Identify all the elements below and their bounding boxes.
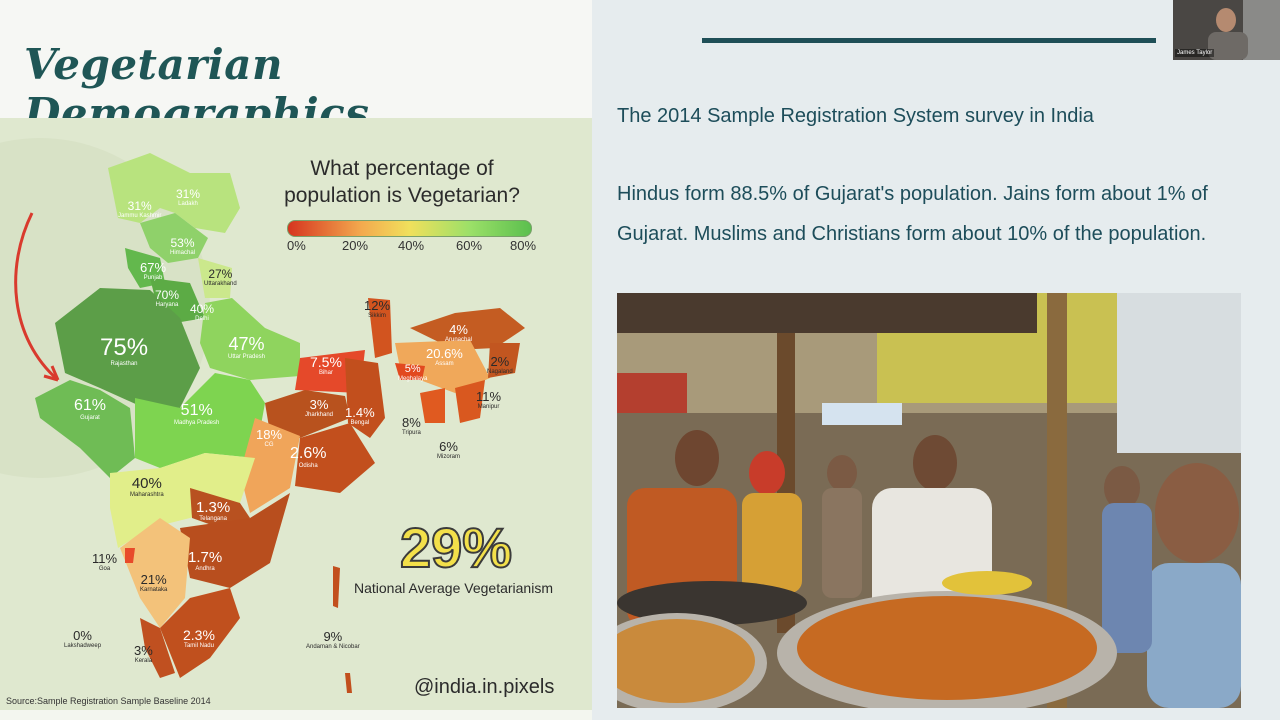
label-bihar: 7.5% Bihar bbox=[310, 354, 342, 376]
region-nagaland bbox=[488, 343, 520, 378]
label-lakshadweep: 0% Lakshadweep bbox=[64, 628, 102, 649]
region-chhattisgarh bbox=[240, 418, 300, 513]
header-rule bbox=[702, 38, 1156, 43]
region-tamil-nadu bbox=[160, 588, 240, 678]
participant-video-thumbnail[interactable]: James Taylor bbox=[1173, 0, 1280, 60]
region-manipur bbox=[455, 380, 485, 423]
label-delhi: 40% Delhi bbox=[190, 302, 215, 322]
label-himachal: 53% Himachal bbox=[170, 236, 196, 256]
label-karnataka: 21% Karnataka bbox=[140, 572, 168, 593]
region-telangana bbox=[190, 488, 250, 528]
region-arunachal bbox=[410, 308, 525, 350]
label-andhra: 1.7% Andhra bbox=[188, 549, 223, 572]
legend-tick: 40% bbox=[398, 238, 425, 253]
label-meghalaya: 5% Meghalaya bbox=[398, 363, 428, 383]
region-uttar-pradesh bbox=[200, 298, 300, 380]
notes-body: Hindus form 88.5% of Gujarat's populatio… bbox=[617, 183, 1208, 245]
region-jharkhand bbox=[265, 390, 350, 438]
label-kerala: 3% Kerala bbox=[134, 643, 153, 664]
national-average-value: 29% bbox=[399, 515, 513, 580]
photo-svg bbox=[617, 293, 1241, 708]
slide-left-panel: Vegetarian Demographics bbox=[0, 0, 592, 720]
label-jk: 31% Jammu Kashmir bbox=[118, 199, 162, 219]
map-svg bbox=[0, 138, 525, 693]
label-manipur: 11% Manipur bbox=[476, 389, 502, 410]
region-tripura-mizoram bbox=[420, 388, 445, 423]
region-andaman bbox=[333, 566, 352, 693]
label-bengal: 1.4% Bengal bbox=[345, 405, 375, 426]
legend-gradient-bar bbox=[287, 220, 532, 237]
label-gujarat: 61% Gujarat bbox=[74, 397, 107, 422]
region-maharashtra bbox=[110, 453, 255, 548]
region-assam bbox=[395, 340, 490, 393]
label-arunachal: 4% Arunachal bbox=[445, 322, 473, 343]
label-tamil-nadu: 2.3% Tamil Nadu bbox=[183, 627, 215, 649]
legend-tick: 80% bbox=[510, 238, 537, 253]
legend-tick: 0% bbox=[287, 238, 306, 253]
label-punjab: 67% Punjab bbox=[140, 260, 167, 281]
legend-tick: 60% bbox=[456, 238, 483, 253]
label-telangana: 1.3% Telangana bbox=[196, 499, 231, 522]
region-andhra bbox=[180, 493, 290, 588]
region-rajasthan bbox=[55, 288, 200, 408]
source-note: Source:Sample Registration Sample Baseli… bbox=[6, 696, 211, 706]
legend-tick: 20% bbox=[342, 238, 369, 253]
india-map: 31% Jammu Kashmir 31% Ladakh 53% Himachal 6… bbox=[0, 118, 592, 710]
label-uttarakhand: 27% Uttarakhand bbox=[204, 267, 237, 287]
label-ladakh: 31% Ladakh bbox=[176, 187, 201, 207]
label-sikkim: 12% Sikkim bbox=[364, 298, 391, 319]
label-goa: 11% Goa bbox=[92, 551, 118, 572]
region-haryana-delhi bbox=[150, 278, 205, 323]
street-food-photo bbox=[617, 293, 1241, 708]
title-band bbox=[0, 0, 592, 118]
label-uttar-pradesh: 47% Uttar Pradesh bbox=[228, 334, 266, 360]
label-nagaland: 2% Nagaland bbox=[487, 354, 513, 375]
red-arrow-icon bbox=[14, 212, 59, 382]
label-mizoram: 6% Mizoram bbox=[437, 439, 461, 460]
legend-title: What percentage of population is Vegetar… bbox=[272, 155, 532, 209]
instagram-handle: @india.in.pixels bbox=[414, 676, 555, 698]
legend-title-line1: What percentage of bbox=[310, 157, 494, 180]
region-goa bbox=[125, 548, 135, 563]
region-gujarat bbox=[35, 380, 135, 478]
region-sikkim bbox=[368, 298, 392, 358]
label-andaman: 9% Andaman & Nicobar bbox=[306, 629, 360, 650]
label-rajasthan: 75% Rajasthan bbox=[100, 334, 149, 368]
arrow-head-icon bbox=[43, 365, 60, 382]
national-average-label: National Average Vegetarianism bbox=[354, 580, 553, 596]
region-odisha bbox=[295, 423, 375, 493]
label-cg: 18% CG bbox=[256, 427, 283, 448]
region-karnataka bbox=[120, 518, 190, 628]
legend-title-line2: population is Vegetarian? bbox=[284, 184, 520, 207]
label-maharashtra: 40% Maharashtra bbox=[130, 475, 164, 498]
webcam-svg bbox=[1173, 0, 1280, 60]
label-jharkhand: 3% Jharkhand bbox=[305, 397, 334, 418]
label-tripura: 8% Tripura bbox=[402, 415, 421, 436]
region-bengal bbox=[345, 358, 385, 438]
region-punjab bbox=[125, 248, 165, 288]
participant-name: James Taylor bbox=[1175, 49, 1215, 57]
region-himachal bbox=[140, 213, 208, 263]
region-kerala bbox=[140, 618, 175, 678]
region-uttarakhand bbox=[198, 258, 232, 298]
label-haryana: 70% Haryana bbox=[155, 288, 180, 308]
region-madhya-pradesh bbox=[135, 373, 265, 468]
label-madhya-pradesh: 51% Madhya Pradesh bbox=[174, 402, 220, 427]
label-assam: 20.6% Assam bbox=[426, 346, 463, 367]
notes-heading: The 2014 Sample Registration System surv… bbox=[617, 105, 1094, 127]
region-meghalaya bbox=[395, 363, 425, 380]
region-jk-ladakh bbox=[108, 153, 240, 233]
label-odisha: 2.6% Odisha bbox=[290, 445, 327, 470]
